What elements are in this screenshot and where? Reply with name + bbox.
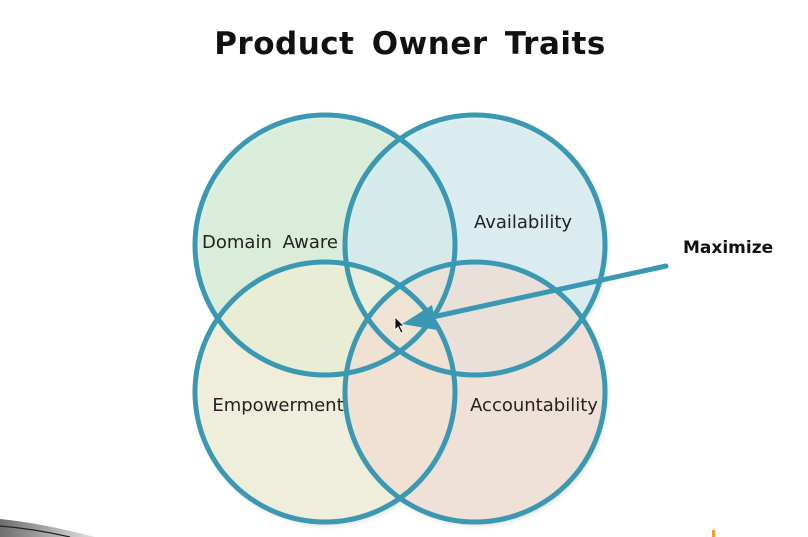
slide-corner-decoration — [0, 519, 95, 537]
outline-accountability — [342, 259, 608, 525]
callout-maximize: Maximize — [683, 238, 773, 258]
venn-fills — [195, 115, 605, 522]
label-accountability: Accountability — [470, 395, 598, 416]
label-domain-aware: Domain Aware — [202, 232, 338, 253]
venn-outlines — [192, 112, 608, 525]
circle-accountability — [345, 262, 605, 522]
mouse-cursor-icon — [394, 316, 405, 334]
slide-title: Product Owner Traits — [214, 26, 606, 62]
outline-empowerment — [192, 259, 458, 525]
label-empowerment: Empowerment — [212, 395, 343, 416]
outline-availability — [342, 112, 608, 378]
label-availability: Availability — [474, 212, 572, 233]
outline-domain-aware — [192, 112, 458, 378]
maximize-arrow — [402, 263, 669, 330]
orange-mark-icon — [712, 530, 715, 537]
